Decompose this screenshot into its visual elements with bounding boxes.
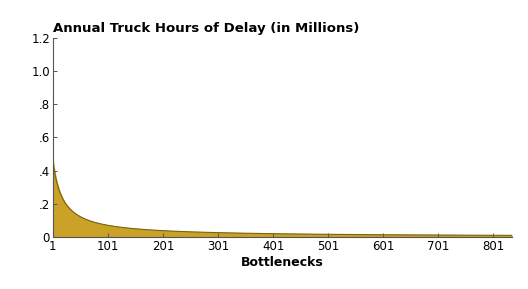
Text: Annual Truck Hours of Delay (in Millions): Annual Truck Hours of Delay (in Millions… xyxy=(53,22,359,35)
X-axis label: Bottlenecks: Bottlenecks xyxy=(241,255,324,268)
